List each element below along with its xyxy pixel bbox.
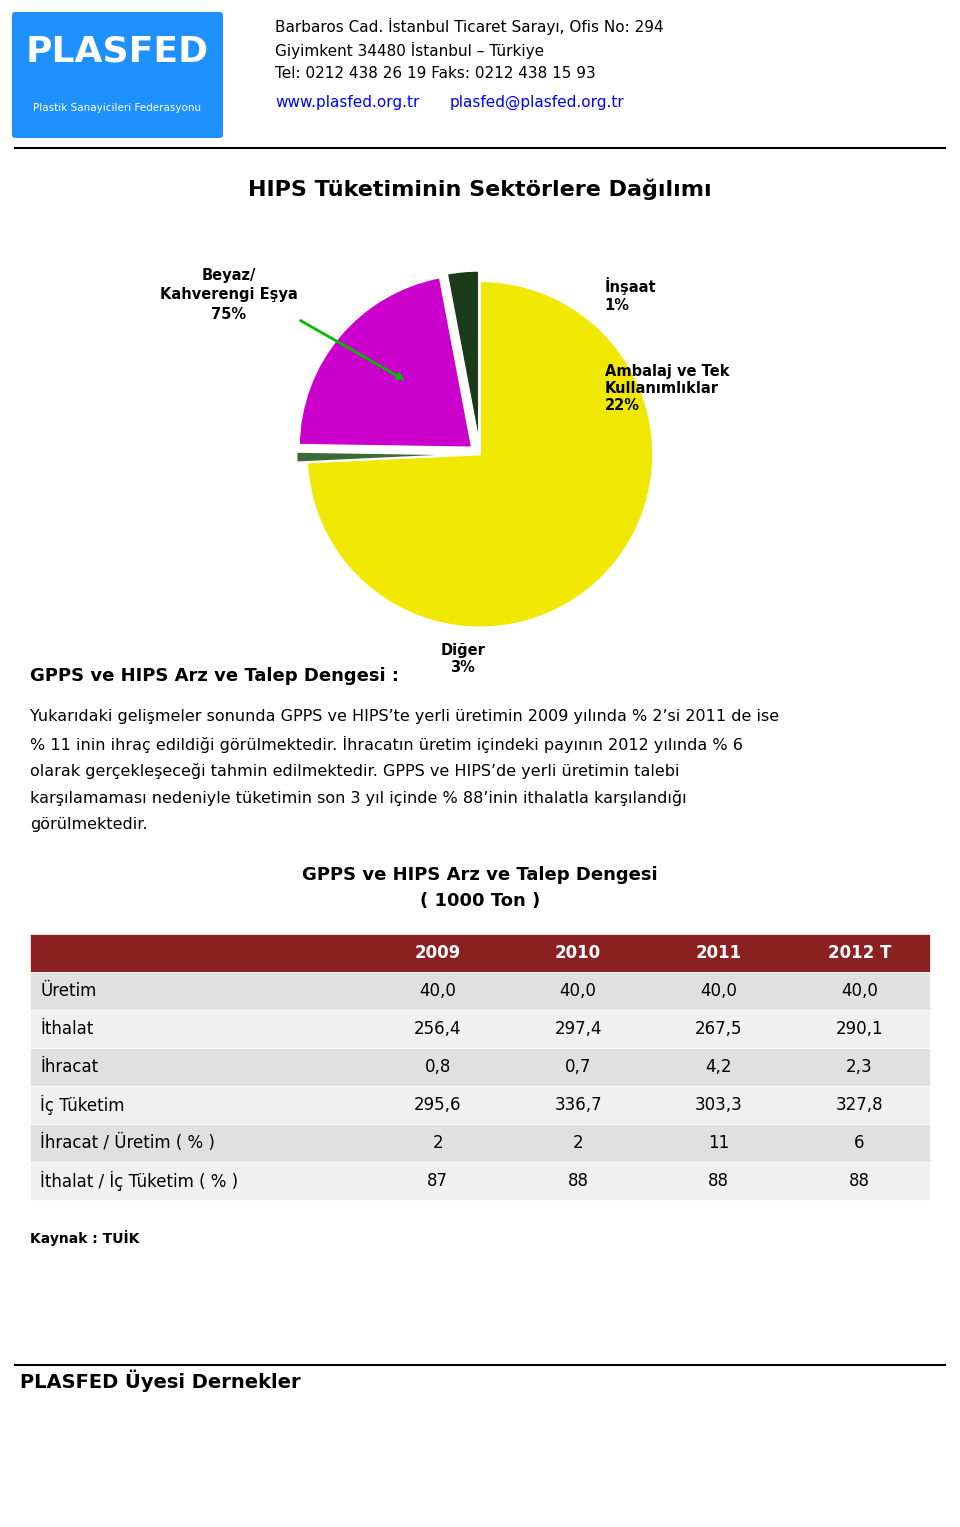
Text: görülmektedir.: görülmektedir.	[30, 817, 148, 832]
Text: www.plasfed.org.tr: www.plasfed.org.tr	[275, 95, 420, 110]
Text: 40,0: 40,0	[841, 982, 877, 1000]
Text: 297,4: 297,4	[554, 1020, 602, 1038]
Bar	[30, 1009, 930, 1048]
Text: 303,3: 303,3	[695, 1096, 742, 1115]
Wedge shape	[307, 281, 653, 628]
Text: 40,0: 40,0	[700, 982, 737, 1000]
Text: 88: 88	[567, 1173, 588, 1190]
Text: 256,4: 256,4	[414, 1020, 462, 1038]
Text: plasfed@plasfed.org.tr: plasfed@plasfed.org.tr	[450, 95, 625, 110]
Text: Ambalaj ve Tek
Kullanımlıklar
22%: Ambalaj ve Tek Kullanımlıklar 22%	[605, 363, 730, 414]
Wedge shape	[447, 270, 479, 444]
Bar	[30, 973, 930, 1009]
Text: Barbaros Cad. İstanbul Ticaret Sarayı, Ofis No: 294: Barbaros Cad. İstanbul Ticaret Sarayı, O…	[275, 18, 663, 35]
Text: ( 1000 Ton ): ( 1000 Ton )	[420, 892, 540, 910]
Text: 2011: 2011	[695, 944, 741, 962]
Text: Diğer
3%: Diğer 3%	[441, 643, 485, 675]
Text: PLASFED Üyesi Dernekler: PLASFED Üyesi Dernekler	[20, 1370, 300, 1393]
Text: 267,5: 267,5	[695, 1020, 742, 1038]
Text: HIPS Tüketiminin Sektörlere Dağılımı: HIPS Tüketiminin Sektörlere Dağılımı	[249, 179, 711, 200]
Text: 336,7: 336,7	[554, 1096, 602, 1115]
Text: Yukarıdaki gelişmeler sonunda GPPS ve HIPS’te yerli üretimin 2009 yılında % 2’si: Yukarıdaki gelişmeler sonunda GPPS ve HI…	[30, 709, 780, 724]
Text: 87: 87	[427, 1173, 448, 1190]
Text: İç Tüketim: İç Tüketim	[40, 1095, 125, 1115]
FancyBboxPatch shape	[12, 12, 223, 137]
Text: 88: 88	[708, 1173, 729, 1190]
Text: olarak gerçekleşeceği tahmin edilmektedir. GPPS ve HIPS’de yerli üretimin talebi: olarak gerçekleşeceği tahmin edilmektedi…	[30, 764, 680, 779]
Text: 290,1: 290,1	[835, 1020, 883, 1038]
Text: 40,0: 40,0	[560, 982, 596, 1000]
Text: İhracat / Üretim ( % ): İhracat / Üretim ( % )	[40, 1135, 215, 1151]
Text: 2012 T: 2012 T	[828, 944, 891, 962]
Bar	[30, 1124, 930, 1162]
Text: % 11 inin ihraç edildiği görülmektedir. İhracatın üretim içindeki payının 2012 y: % 11 inin ihraç edildiği görülmektedir. …	[30, 736, 743, 753]
Text: 6: 6	[854, 1135, 865, 1151]
Text: 2,3: 2,3	[846, 1058, 873, 1077]
Text: 295,6: 295,6	[414, 1096, 462, 1115]
Text: İnşaat
1%: İnşaat 1%	[605, 278, 657, 313]
Bar	[30, 1048, 930, 1086]
Text: Üretim: Üretim	[40, 982, 96, 1000]
Text: 2: 2	[432, 1135, 443, 1151]
Text: 40,0: 40,0	[420, 982, 456, 1000]
Text: Plastik Sanayicileri Federasyonu: Plastik Sanayicileri Federasyonu	[33, 102, 201, 113]
Wedge shape	[299, 278, 472, 447]
Text: Kaynak : TUİK: Kaynak : TUİK	[30, 1231, 139, 1246]
Text: 0,8: 0,8	[424, 1058, 451, 1077]
Bar	[30, 1162, 930, 1200]
Text: Giyimkent 34480 İstanbul – Türkiye: Giyimkent 34480 İstanbul – Türkiye	[275, 43, 544, 60]
Text: karşılamaması nedeniyle tüketimin son 3 yıl içinde % 88’inin ithalatla karşıland: karşılamaması nedeniyle tüketimin son 3 …	[30, 789, 686, 806]
Text: 4,2: 4,2	[706, 1058, 732, 1077]
Text: 88: 88	[849, 1173, 870, 1190]
Bar	[30, 935, 930, 973]
Text: İhracat: İhracat	[40, 1058, 98, 1077]
Text: İthalat / İç Tüketim ( % ): İthalat / İç Tüketim ( % )	[40, 1171, 238, 1191]
Text: 2010: 2010	[555, 944, 601, 962]
Text: GPPS ve HIPS Arz ve Talep Dengesi: GPPS ve HIPS Arz ve Talep Dengesi	[302, 866, 658, 884]
Text: GPPS ve HIPS Arz ve Talep Dengesi :: GPPS ve HIPS Arz ve Talep Dengesi :	[30, 667, 399, 686]
Text: 0,7: 0,7	[564, 1058, 591, 1077]
Text: 11: 11	[708, 1135, 730, 1151]
Bar	[30, 1086, 930, 1124]
Text: Tel: 0212 438 26 19 Faks: 0212 438 15 93: Tel: 0212 438 26 19 Faks: 0212 438 15 93	[275, 66, 596, 81]
Text: PLASFED: PLASFED	[25, 35, 208, 69]
Text: İthalat: İthalat	[40, 1020, 93, 1038]
Text: 2009: 2009	[415, 944, 461, 962]
Text: 327,8: 327,8	[835, 1096, 883, 1115]
Text: 2: 2	[573, 1135, 584, 1151]
Text: Beyaz/
Kahverengi Eşya
75%: Beyaz/ Kahverengi Eşya 75%	[160, 267, 298, 322]
Wedge shape	[297, 452, 469, 463]
